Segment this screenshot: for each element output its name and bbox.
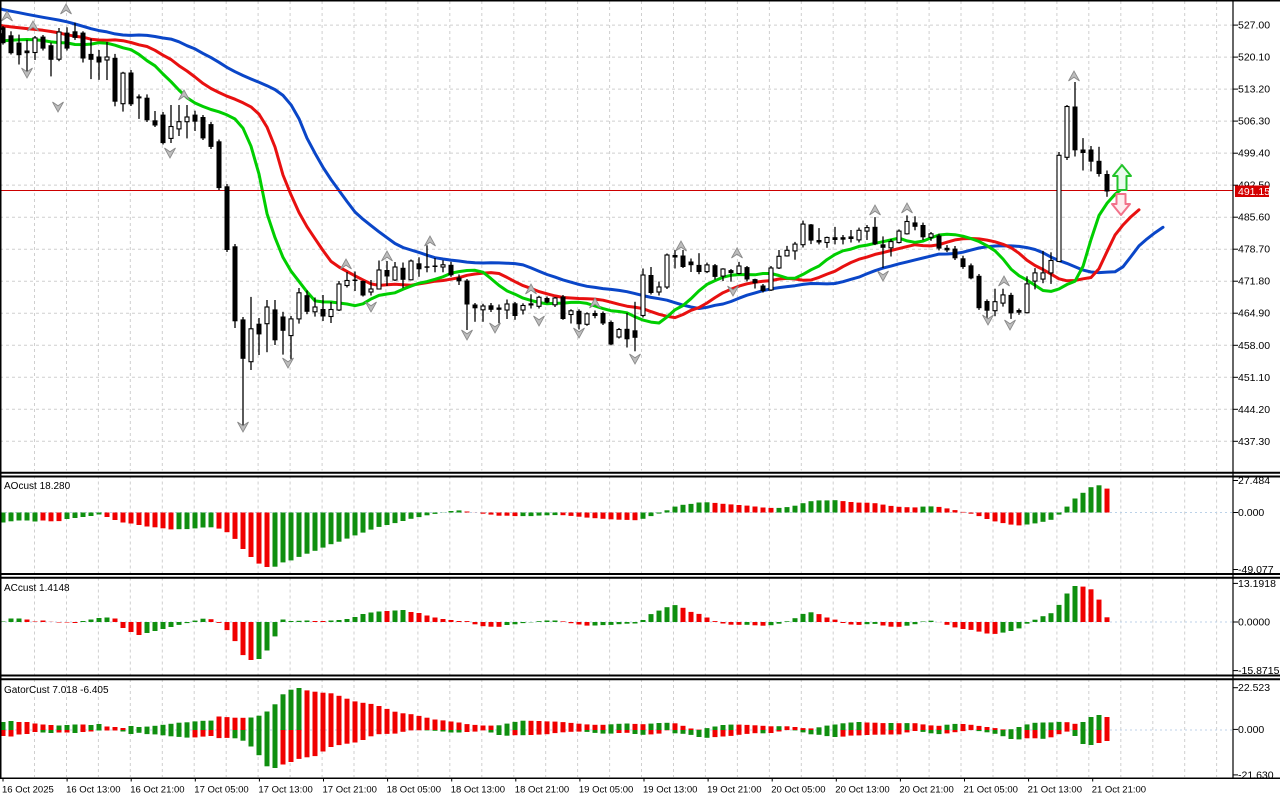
svg-text:0.000: 0.000: [1238, 507, 1264, 519]
svg-text:506.30: 506.30: [1238, 116, 1270, 128]
svg-text:21 Oct 21:00: 21 Oct 21:00: [1092, 785, 1146, 796]
svg-text:18 Oct 21:00: 18 Oct 21:00: [515, 785, 569, 796]
svg-text:17 Oct 21:00: 17 Oct 21:00: [323, 785, 377, 796]
svg-text:17 Oct 13:00: 17 Oct 13:00: [258, 785, 312, 796]
svg-text:21 Oct 05:00: 21 Oct 05:00: [964, 785, 1018, 796]
svg-text:-49.077: -49.077: [1238, 564, 1274, 576]
svg-text:20 Oct 21:00: 20 Oct 21:00: [899, 785, 953, 796]
svg-text:18 Oct 13:00: 18 Oct 13:00: [451, 785, 505, 796]
svg-text:0.0000: 0.0000: [1238, 617, 1270, 629]
svg-text:ACcust 1.4148: ACcust 1.4148: [4, 583, 70, 594]
svg-text:16 Oct 2025: 16 Oct 2025: [2, 785, 54, 796]
svg-text:20 Oct 13:00: 20 Oct 13:00: [835, 785, 889, 796]
svg-text:17 Oct 05:00: 17 Oct 05:00: [194, 785, 248, 796]
svg-text:21 Oct 13:00: 21 Oct 13:00: [1028, 785, 1082, 796]
svg-text:458.00: 458.00: [1238, 340, 1270, 352]
svg-text:18 Oct 05:00: 18 Oct 05:00: [387, 785, 441, 796]
svg-text:27.484: 27.484: [1238, 475, 1270, 487]
svg-text:471.80: 471.80: [1238, 276, 1270, 288]
svg-text:GatorCust 7.018 -6.405: GatorCust 7.018 -6.405: [4, 685, 109, 696]
svg-text:437.30: 437.30: [1238, 436, 1270, 448]
svg-text:19 Oct 05:00: 19 Oct 05:00: [579, 785, 633, 796]
svg-text:16 Oct 13:00: 16 Oct 13:00: [66, 785, 120, 796]
svg-text:451.10: 451.10: [1238, 372, 1270, 384]
svg-text:520.10: 520.10: [1238, 52, 1270, 64]
svg-text:13.1918: 13.1918: [1238, 578, 1276, 590]
svg-text:527.00: 527.00: [1238, 20, 1270, 32]
svg-text:491.15: 491.15: [1238, 186, 1270, 198]
svg-text:-15.8715: -15.8715: [1238, 665, 1280, 677]
svg-text:499.40: 499.40: [1238, 148, 1270, 160]
svg-text:AOcust 18.280: AOcust 18.280: [4, 481, 71, 492]
svg-text:22.523: 22.523: [1238, 682, 1270, 694]
svg-text:485.60: 485.60: [1238, 212, 1270, 224]
svg-text:513.20: 513.20: [1238, 84, 1270, 96]
svg-text:444.20: 444.20: [1238, 404, 1270, 416]
svg-text:20 Oct 05:00: 20 Oct 05:00: [771, 785, 825, 796]
svg-text:19 Oct 13:00: 19 Oct 13:00: [643, 785, 697, 796]
svg-text:19 Oct 21:00: 19 Oct 21:00: [707, 785, 761, 796]
svg-text:16 Oct 21:00: 16 Oct 21:00: [130, 785, 184, 796]
svg-text:0.000: 0.000: [1238, 724, 1264, 736]
svg-text:478.70: 478.70: [1238, 244, 1270, 256]
svg-text:-21.630: -21.630: [1238, 769, 1274, 781]
svg-text:464.90: 464.90: [1238, 308, 1270, 320]
